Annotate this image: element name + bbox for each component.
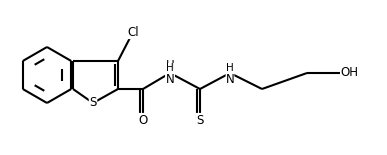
Text: S: S <box>196 113 204 126</box>
Text: N: N <box>226 73 235 86</box>
Text: H: H <box>166 63 174 73</box>
Text: N: N <box>166 73 175 86</box>
Text: O: O <box>139 113 147 126</box>
Text: H
N: H N <box>166 59 175 87</box>
Text: Cl: Cl <box>127 26 139 38</box>
Text: H: H <box>226 63 234 73</box>
Text: S: S <box>89 97 97 109</box>
Text: OH: OH <box>340 66 358 80</box>
